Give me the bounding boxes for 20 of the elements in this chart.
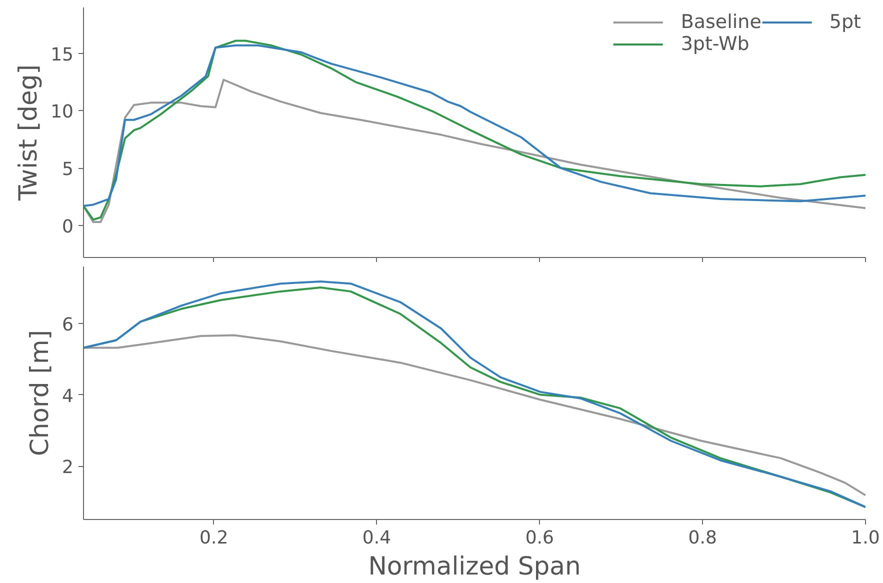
x-tick-label: 1.0 — [851, 528, 880, 548]
line-series — [84, 78, 866, 223]
y-tick-label: 5 — [62, 159, 74, 180]
y-axis-title: Twist [deg] — [14, 64, 43, 202]
x-tick-label: 0.6 — [525, 528, 554, 548]
y-tick-label: 6 — [62, 314, 74, 336]
x-tick-label: 0.4 — [362, 528, 392, 548]
y-tick-label: 2 — [62, 457, 74, 478]
x-tick-label: 0.2 — [200, 528, 228, 548]
x-tick-label: 0.8 — [688, 528, 717, 548]
legend-label: 5pt — [829, 11, 861, 33]
y-tick-label: 10 — [50, 102, 74, 123]
legend-label: 3pt-Wb — [680, 33, 750, 55]
legend-label: Baseline — [680, 11, 762, 33]
y-tick-label: 0 — [62, 216, 74, 238]
line-series — [84, 334, 866, 496]
x-axis-title: Normalized Span — [368, 552, 581, 580]
y-tick-label: 15 — [50, 44, 74, 66]
y-tick-label: 4 — [62, 386, 74, 407]
y-axis-title: Chord [m] — [25, 330, 54, 456]
